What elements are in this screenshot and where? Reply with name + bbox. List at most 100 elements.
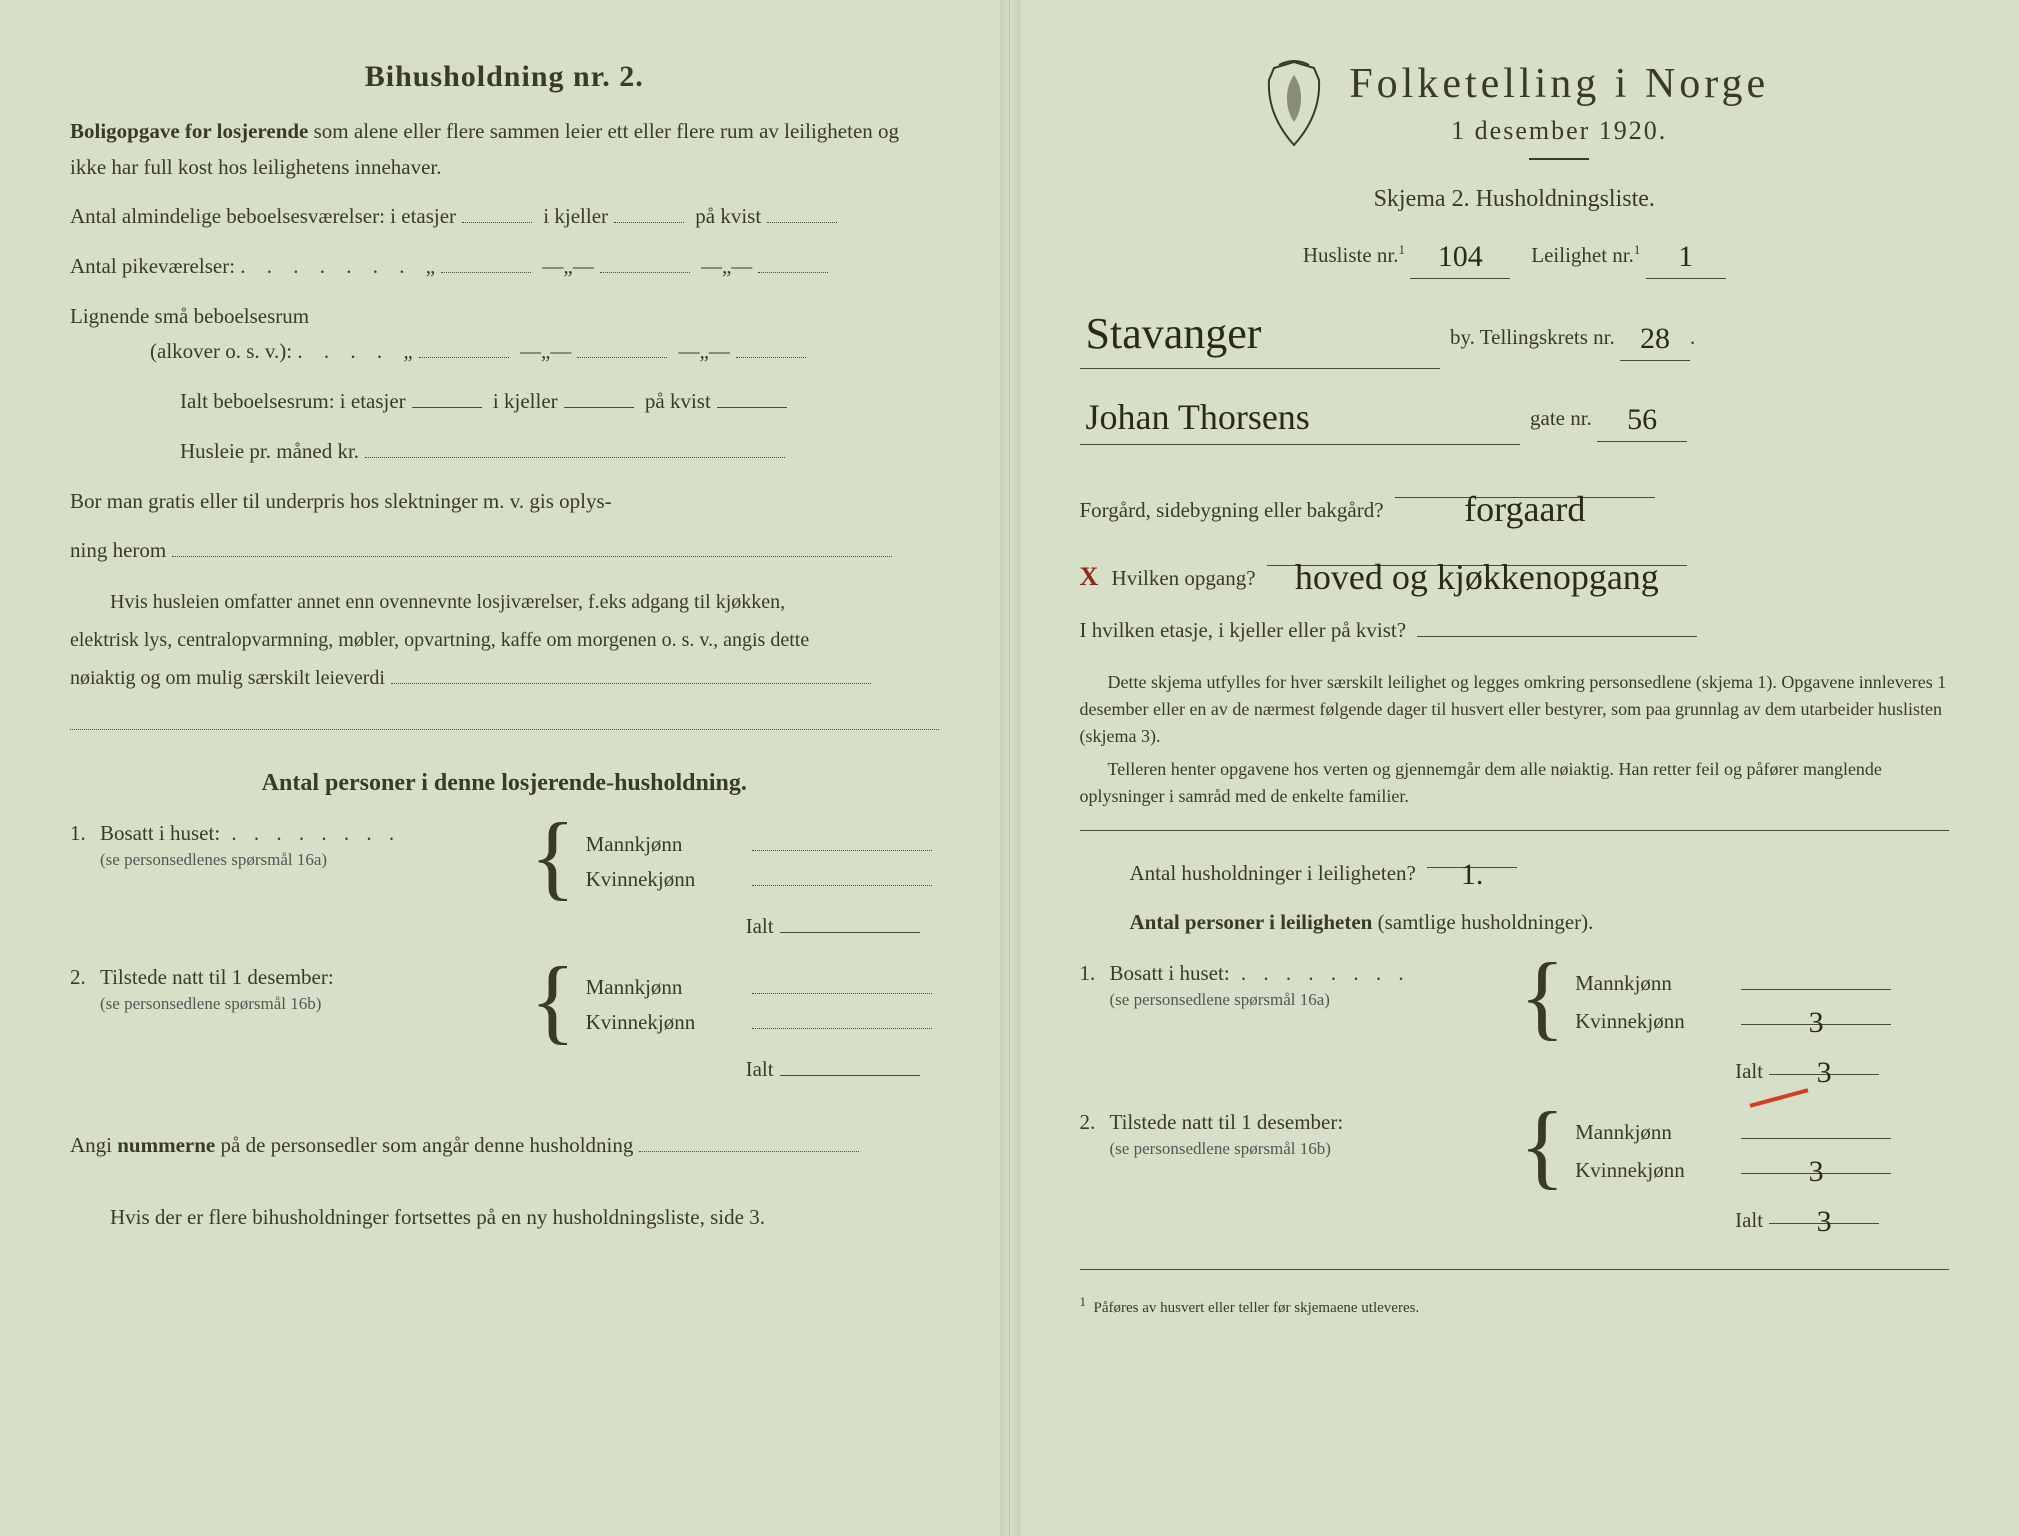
husliste-val: 104 (1438, 231, 1483, 282)
blank-line (70, 713, 939, 731)
num-r2: 2. (1080, 1110, 1110, 1135)
antal-hush-row: Antal husholdninger i leiligheten? 1. (1130, 845, 1950, 892)
bosatt-sub: (se personsedlenes spørsmål 16a) (100, 850, 327, 869)
husliste-row: Husliste nr.1 104 Leilighet nr.1 1 (1080, 227, 1950, 279)
blank (780, 910, 920, 933)
pa-kvist2: på kvist (645, 389, 711, 413)
left-count-2: 2. Tilstede natt til 1 desember: (se per… (70, 965, 939, 1088)
blank (391, 662, 871, 684)
ningherom-row: ning herom (70, 533, 939, 569)
hvis2: elektrisk lys, centralopvarmning, møbler… (70, 629, 809, 651)
blank (441, 250, 531, 273)
blank (780, 1053, 920, 1076)
brace-icon: { (530, 965, 576, 1036)
borman1: Bor man gratis eller til underpris hos s… (70, 489, 612, 513)
by-suffix: by. Tellingskrets nr. (1450, 325, 1615, 349)
footnote-marker: 1 (1080, 1294, 1087, 1309)
brace-icon: { (1520, 961, 1566, 1032)
pike-row: Antal pikeværelser: . . . . . . . „ —„— … (70, 249, 939, 285)
blank (752, 971, 932, 994)
left-page: Bihusholdning nr. 2. Boligopgave for los… (0, 0, 1010, 1536)
footnote: 1 Påføres av husvert eller teller før sk… (1080, 1294, 1950, 1317)
pa-kvist: på kvist (695, 204, 761, 228)
beboelse-label: Antal almindelige beboelsesværelser: i e… (70, 204, 456, 228)
x-mark-icon: X (1080, 562, 1099, 591)
coat-of-arms-icon (1259, 60, 1329, 150)
brace-icon: { (530, 821, 576, 892)
hvis-block: Hvis husleien omfatter annet enn ovennev… (70, 583, 939, 697)
blank (767, 200, 837, 223)
main-title: Folketelling i Norge (1349, 60, 1769, 108)
blank (577, 335, 667, 358)
lead-paragraph: Boligopgave for losjerende som alene ell… (70, 114, 939, 185)
krets-val: 28 (1640, 313, 1670, 364)
i-kjeller2: i kjeller (493, 389, 558, 413)
blank (1741, 1116, 1891, 1139)
r-kvinne2: Kvinnekjønn (1575, 1158, 1735, 1183)
r-kvinne: Kvinnekjønn (1575, 1009, 1735, 1034)
hvis1: Hvis husleien omfatter annet enn ovennev… (110, 591, 785, 613)
left-title: Bihusholdning nr. 2. (70, 60, 939, 94)
info1: Dette skjema utfylles for hver særskilt … (1080, 669, 1950, 750)
r-kvinne-val: 3 (1809, 1006, 1824, 1040)
ligg-row: Lignende små beboelsesrum (alkover o. s.… (70, 299, 939, 370)
blank (639, 1129, 859, 1152)
by-row: Stavanger by. Tellingskrets nr. 28. (1080, 293, 1950, 369)
forgard-val: forgaard (1464, 479, 1585, 540)
leilighet-val: 1 (1678, 231, 1693, 282)
forgard-row: Forgård, sidebygning eller bakgård? forg… (1080, 475, 1950, 529)
num-2: 2. (70, 965, 100, 990)
blank (752, 1006, 932, 1029)
blank (614, 200, 684, 223)
sup-1: 1 (1399, 242, 1406, 257)
leilighet-label: Leilighet nr. (1531, 243, 1634, 267)
ialt-beboelse: Ialt beboelsesrum: i etasjer (180, 389, 406, 413)
mann-label2: Mannkjønn (586, 975, 746, 1000)
mann-label: Mannkjønn (586, 832, 746, 857)
forgard-label: Forgård, sidebygning eller bakgård? (1080, 498, 1384, 522)
info2: Telleren henter opgavene hos verten og g… (1080, 756, 1950, 810)
borman-row: Bor man gratis eller til underpris hos s… (70, 484, 939, 520)
r-mann2: Mannkjønn (1575, 1120, 1735, 1145)
blank (717, 385, 787, 408)
hvis-flere: Hvis der er flere bihusholdninger fortse… (110, 1200, 939, 1236)
blank (752, 827, 932, 850)
husleie-row: Husleie pr. måned kr. (180, 434, 939, 470)
gatenr-val: 56 (1627, 394, 1657, 445)
blank (564, 385, 634, 408)
husleie-label: Husleie pr. måned kr. (180, 439, 359, 463)
blank (600, 250, 690, 273)
right-count-2: 2. Tilstede natt til 1 desember: (se per… (1080, 1110, 1950, 1239)
r-kvinne-val2: 3 (1809, 1155, 1824, 1189)
ligg-label: Lignende små beboelsesrum (70, 304, 309, 328)
tilstede-sub: (se personsedlene spørsmål 16b) (100, 994, 321, 1013)
antal-hush-val: 1. (1461, 849, 1484, 900)
antal-hush-label: Antal husholdninger i leiligheten? (1130, 861, 1416, 885)
opgang-val: hoved og kjøkkenopgang (1295, 547, 1659, 608)
blank (1417, 614, 1697, 637)
blank (1741, 967, 1891, 990)
right-page: Folketelling i Norge 1 desember 1920. Sk… (1010, 0, 2019, 1536)
tilstede-label: Tilstede natt til 1 desember: (100, 965, 334, 989)
left-count-1: 1. Bosatt i huset: . . . . . . . . (se p… (70, 821, 939, 944)
r-tilstede-sub: (se personsedlene spørsmål 16b) (1110, 1139, 1331, 1158)
skjema-line: Skjema 2. Husholdningsliste. (1080, 186, 1950, 213)
red-mark-icon (1750, 1088, 1809, 1107)
blank (172, 534, 892, 557)
etasje-row: I hvilken etasje, i kjeller eller på kvi… (1080, 613, 1950, 649)
antal-pers-label: Antal personer i leiligheten (1130, 910, 1373, 934)
blank (462, 200, 532, 223)
i-kjeller: i kjeller (543, 204, 608, 228)
lead-bold: Boligopgave for losjerende (70, 119, 308, 143)
beboelse-row: Antal almindelige beboelsesværelser: i e… (70, 199, 939, 235)
r-mann: Mannkjønn (1575, 971, 1735, 996)
blank (736, 335, 806, 358)
brace-icon: { (1520, 1110, 1566, 1181)
kvinne-label: Kvinnekjønn (586, 867, 746, 892)
antal-pers-row: Antal personer i leiligheten (samtlige h… (1130, 905, 1950, 941)
gate-row: Johan Thorsens gate nr. 56 (1080, 383, 1950, 445)
ialt-row: Ialt beboelsesrum: i etasjer i kjeller p… (180, 384, 939, 420)
blank (365, 435, 785, 458)
info-block: Dette skjema utfylles for hver særskilt … (1080, 669, 1950, 810)
by-val: Stavanger (1086, 297, 1262, 372)
